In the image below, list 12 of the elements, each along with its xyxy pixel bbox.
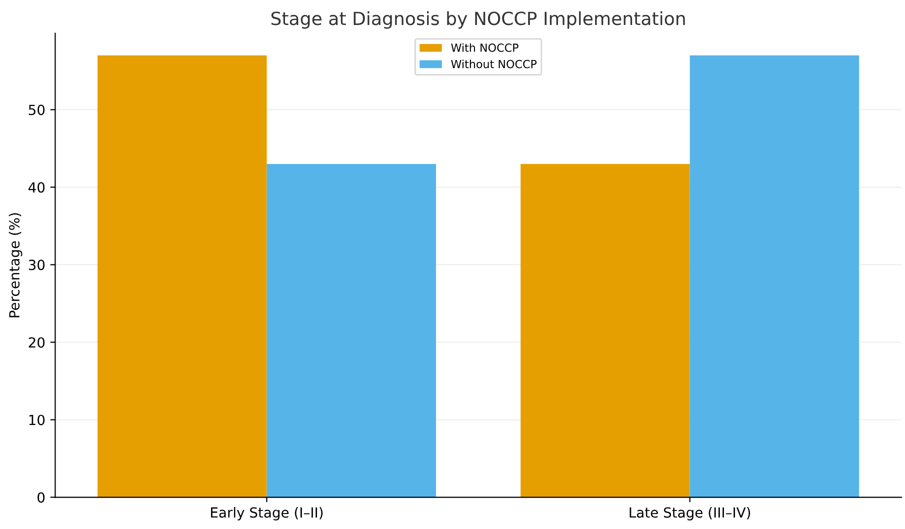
y-tick-label: 40 [28, 182, 45, 193]
legend-label: Without NOCCP [451, 60, 537, 68]
y-tick-label: 30 [28, 260, 45, 270]
chart-title: Stage at Diagnosis by NOCCP Implementation [271, 11, 685, 29]
y-tick-label: 20 [28, 337, 45, 348]
x-tick-label: Early Stage (I–II) [211, 506, 323, 520]
y-tick-label: 50 [28, 104, 45, 116]
legend-label: With NOCCP [451, 43, 518, 52]
y-tick-label: 10 [29, 414, 45, 426]
y-axis-title: Percentage (%) [8, 213, 22, 318]
y-tick-label: 0 [38, 492, 45, 503]
x-tick-label: Late Stage (III–IV) [630, 506, 750, 520]
